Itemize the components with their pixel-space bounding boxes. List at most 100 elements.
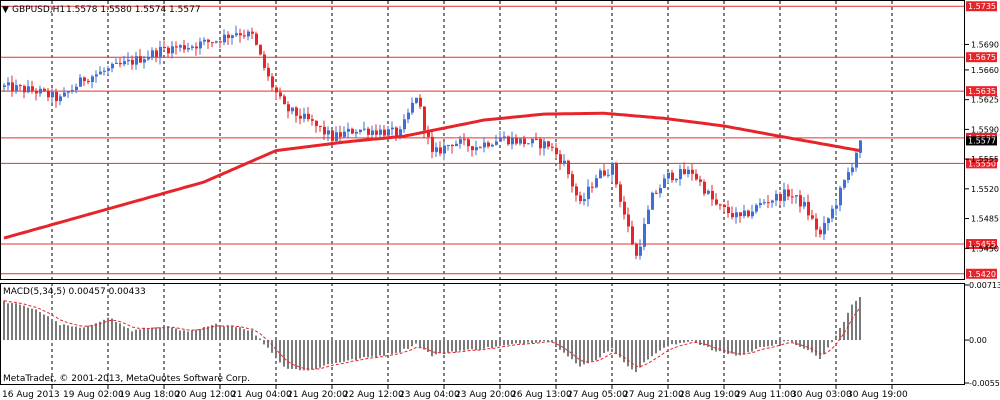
time-label: 28 Aug 19:00 <box>679 390 740 400</box>
macd-bar <box>251 330 253 341</box>
level-price-label: 1.5550 <box>968 159 996 168</box>
macd-bar <box>447 340 449 353</box>
macd-bar <box>23 305 25 341</box>
price-axis-strip <box>965 0 1000 385</box>
candle-body <box>683 169 686 175</box>
macd-bar <box>115 322 117 341</box>
candle-body <box>135 56 138 65</box>
macd-bar <box>443 340 445 355</box>
macd-bar <box>579 340 581 367</box>
candle-body <box>827 218 830 224</box>
collapse-triangle-icon[interactable]: ▼ <box>2 5 9 15</box>
macd-bar <box>15 303 17 341</box>
candle-body <box>591 186 594 188</box>
macd-bar <box>395 340 397 353</box>
candle-body <box>463 139 466 141</box>
candle-body <box>807 201 810 216</box>
macd-bar <box>507 340 509 345</box>
macd-bar <box>767 340 769 347</box>
candle-body <box>659 188 662 194</box>
macd-bar <box>247 330 249 341</box>
macd-bar <box>835 335 837 341</box>
macd-bar <box>391 340 393 355</box>
macd-bar <box>779 340 781 344</box>
macd-bar <box>263 340 265 345</box>
macd-bar <box>467 340 469 350</box>
macd-bar <box>163 327 165 341</box>
candle-body <box>199 41 202 49</box>
macd-bar <box>159 327 161 341</box>
candle-body <box>3 85 6 87</box>
macd-bar <box>67 325 69 341</box>
macd-bar <box>363 340 365 358</box>
candle-body <box>331 130 334 141</box>
macd-bar <box>723 340 725 354</box>
macd-bar <box>367 340 369 358</box>
macd-bar <box>859 296 861 341</box>
macd-bar <box>171 327 173 341</box>
candle-body <box>543 141 546 149</box>
candle-body <box>371 130 374 135</box>
candle-body <box>583 199 586 202</box>
candle-body <box>227 34 230 38</box>
macd-bar <box>223 326 225 341</box>
macd-bar <box>719 340 721 352</box>
candle-body <box>7 82 10 86</box>
candle-body <box>303 113 306 119</box>
time-label: 30 Aug 03:00 <box>791 390 852 400</box>
macd-bar <box>383 340 385 356</box>
candle-body <box>471 146 474 151</box>
macd-bar <box>95 323 97 341</box>
candle-body <box>355 131 358 134</box>
macd-bar <box>231 325 233 341</box>
macd-bar <box>147 329 149 341</box>
current-price-tag <box>966 136 997 146</box>
macd-bar <box>547 340 549 342</box>
macd-bar <box>575 340 577 364</box>
macd-bar <box>131 331 133 341</box>
macd-bar <box>735 340 737 356</box>
candle-body <box>707 190 710 194</box>
macd-bar <box>739 340 741 356</box>
candle-body <box>739 212 742 217</box>
macd-bar <box>615 340 617 354</box>
candle-body <box>731 213 734 218</box>
candle-body <box>27 86 30 93</box>
candle-body <box>315 120 318 126</box>
macd-bar <box>55 321 57 341</box>
level-price-tag <box>966 52 997 63</box>
candle-body <box>167 47 170 54</box>
macd-bar <box>515 340 517 344</box>
macd-bar <box>323 340 325 366</box>
macd-bar <box>7 303 9 341</box>
candle-body <box>531 138 534 144</box>
macd-bar <box>127 328 129 341</box>
candle-body <box>223 34 226 43</box>
candle-body <box>323 126 326 135</box>
price-panel[interactable] <box>0 0 965 280</box>
candle-body <box>95 74 98 77</box>
macd-bar <box>823 340 825 355</box>
time-label: 30 Aug 19:00 <box>847 390 908 400</box>
macd-bar <box>495 340 497 347</box>
macd-bar <box>355 340 357 361</box>
candle-body <box>447 145 450 147</box>
candle-body <box>547 141 550 147</box>
candle-body <box>207 39 210 43</box>
candle-body <box>795 195 798 197</box>
candle-body <box>655 192 658 194</box>
macd-bar <box>35 309 37 341</box>
candle-body <box>419 97 422 107</box>
level-price-label: 1.5735 <box>968 2 996 11</box>
macd-bar <box>283 340 285 367</box>
time-label: 21 Aug 04:00 <box>231 390 292 400</box>
macd-bar <box>535 340 537 343</box>
price-tick-label: 1.5485 <box>971 215 999 224</box>
macd-bar <box>707 340 709 347</box>
candle-body <box>515 137 518 144</box>
macd-bar <box>419 340 421 348</box>
symbol-label: GBPUSD,H1 <box>12 5 65 15</box>
macd-bar <box>791 340 793 343</box>
